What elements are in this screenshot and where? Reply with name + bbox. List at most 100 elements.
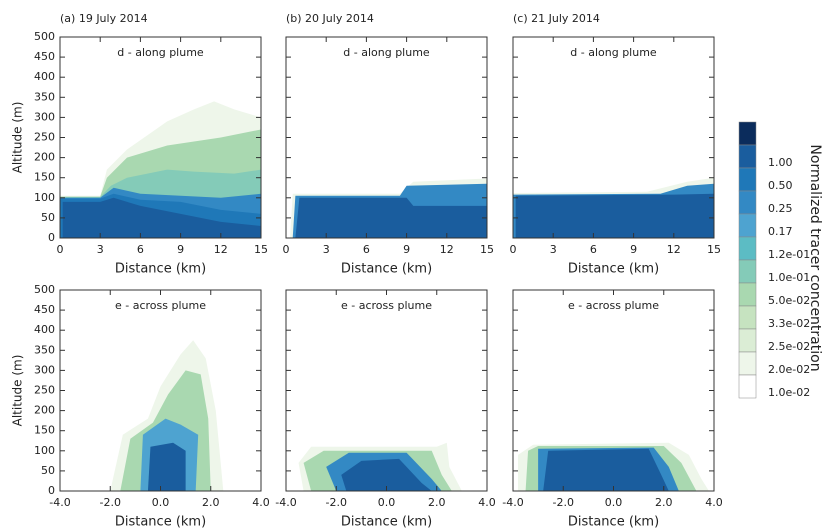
- colorbar-title: Normalized tracer concentration: [807, 144, 823, 371]
- x-tick-label: 0.0: [378, 496, 396, 509]
- panel-title: (b) 20 July 2014: [286, 12, 374, 25]
- y-tick-label: 300: [34, 110, 55, 123]
- x-tick-label: 4.0: [252, 496, 270, 509]
- panel: -4.0 -2.0 0.0 2.0 4.0 e - across plume Distanc…: [502, 289, 723, 530]
- colorbar-box: [738, 121, 757, 146]
- y-tick-label: 100: [34, 444, 55, 457]
- colorbar-box: [738, 282, 757, 307]
- contours: [513, 177, 714, 238]
- y-tick-label: 150: [34, 171, 55, 184]
- panel: -4.0 -2.0 0.0 2.0 4.0 e - across plume Distanc…: [275, 289, 496, 530]
- x-tick-label: 2.0: [655, 496, 673, 509]
- x-tick-label: 9: [630, 243, 637, 256]
- x-tick-label: -2.0: [553, 496, 574, 509]
- x-tick-label: 4.0: [705, 496, 723, 509]
- contours: [290, 178, 487, 238]
- contours: [518, 442, 709, 491]
- x-tick-label: 0: [57, 243, 64, 256]
- panel: 0 50 100 150 200 250 300 350 400 450 500 0 3 6 9 12 15 (a…: [11, 12, 269, 277]
- x-tick-label: 2.0: [202, 496, 220, 509]
- x-tick-label: -4.0: [502, 496, 523, 509]
- y-tick-label: 50: [41, 211, 55, 224]
- colorbar-label: 3.3e-02: [768, 317, 810, 330]
- y-tick-label: 100: [34, 191, 55, 204]
- x-tick-label: -4.0: [49, 496, 70, 509]
- panel: 0 3 6 9 12 15 (c) 21 July 2014 d - along plume D…: [510, 12, 722, 277]
- x-tick-label: 12: [214, 243, 228, 256]
- colorbar-label: 1.0e-01: [768, 271, 810, 284]
- x-tick-label: 6: [363, 243, 370, 256]
- x-tick-label: 0: [510, 243, 517, 256]
- panel: 0 50 100 150 200 250 300 350 400 450 500 -4.0 -2.0 0.…: [11, 283, 270, 530]
- colorbar-label: 1.2e-01: [768, 248, 810, 261]
- y-tick-label: 350: [34, 343, 55, 356]
- contours: [298, 442, 462, 491]
- colorbar-box: [738, 351, 757, 376]
- x-tick-label: 15: [480, 243, 494, 256]
- contour-region: [515, 193, 714, 238]
- x-axis-label: Distance (km): [341, 262, 432, 277]
- panel: 0 3 6 9 12 15 (b) 20 July 2014 d - along plume D…: [283, 12, 495, 277]
- colorbar-label: 0.50: [768, 179, 793, 192]
- contour-region: [341, 458, 432, 491]
- y-tick-label: 0: [48, 484, 55, 497]
- y-tick-label: 250: [34, 131, 55, 144]
- colorbar-box: [738, 167, 757, 192]
- colorbar-label: 0.17: [768, 225, 793, 238]
- panel-subtitle: d - along plume: [343, 46, 430, 59]
- x-tick-label: 3: [550, 243, 557, 256]
- x-tick-label: 0: [283, 243, 290, 256]
- colorbar-box: [738, 213, 757, 238]
- y-tick-label: 200: [34, 151, 55, 164]
- panel-subtitle: d - along plume: [117, 46, 204, 59]
- x-tick-label: 12: [440, 243, 454, 256]
- colorbar-box: [738, 144, 757, 169]
- x-tick-label: 12: [667, 243, 681, 256]
- colorbar-label: 0.25: [768, 202, 793, 215]
- colorbar-box: [738, 236, 757, 261]
- x-tick-label: -2.0: [326, 496, 347, 509]
- x-axis-label: Distance (km): [568, 262, 659, 277]
- panel-subtitle: d - along plume: [570, 46, 657, 59]
- x-tick-label: 6: [590, 243, 597, 256]
- colorbar-box: [738, 190, 757, 215]
- x-tick-label: -2.0: [100, 496, 121, 509]
- y-tick-label: 50: [41, 464, 55, 477]
- colorbar-label: 5.0e-02: [768, 294, 810, 307]
- y-tick-label: 300: [34, 363, 55, 376]
- contour-region: [543, 448, 669, 491]
- y-tick-label: 400: [34, 323, 55, 336]
- contour-region: [147, 442, 186, 491]
- x-axis-label: Distance (km): [115, 515, 206, 530]
- y-tick-label: 350: [34, 90, 55, 103]
- x-tick-label: -4.0: [275, 496, 296, 509]
- x-axis-label: Distance (km): [341, 515, 432, 530]
- y-axis-label: Altitude (m): [11, 102, 25, 174]
- colorbar-box: [738, 328, 757, 353]
- y-tick-label: 500: [34, 30, 55, 43]
- x-tick-label: 6: [137, 243, 144, 256]
- contours: [110, 340, 224, 491]
- x-tick-label: 15: [707, 243, 721, 256]
- x-tick-label: 0.0: [152, 496, 170, 509]
- y-axis-label: Altitude (m): [11, 355, 25, 427]
- x-tick-label: 2.0: [428, 496, 446, 509]
- panel-subtitle: e - across plume: [341, 299, 432, 312]
- x-tick-label: 9: [177, 243, 184, 256]
- y-tick-label: 250: [34, 384, 55, 397]
- x-axis-label: Distance (km): [568, 515, 659, 530]
- x-tick-label: 3: [323, 243, 330, 256]
- x-tick-label: 4.0: [478, 496, 496, 509]
- panel-title: (a) 19 July 2014: [60, 12, 148, 25]
- contour-region: [62, 197, 261, 238]
- contours: [60, 101, 261, 238]
- colorbar-label: 1.0e-02: [768, 386, 810, 399]
- x-tick-label: 3: [97, 243, 104, 256]
- y-tick-label: 0: [48, 231, 55, 244]
- colorbar-label: 2.0e-02: [768, 363, 810, 376]
- y-tick-label: 450: [34, 303, 55, 316]
- colorbar-box: [738, 305, 757, 330]
- y-tick-label: 500: [34, 283, 55, 296]
- panel-subtitle: e - across plume: [568, 299, 659, 312]
